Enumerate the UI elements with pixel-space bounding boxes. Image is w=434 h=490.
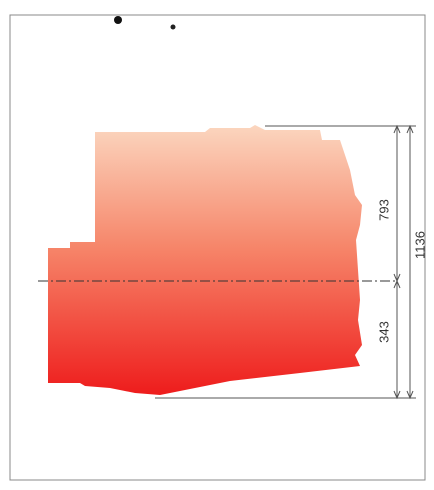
speck [170, 24, 176, 30]
dimension-label: 343 [376, 321, 391, 343]
dimension-label: 793 [376, 199, 391, 221]
dimension-label: 1136 [412, 231, 427, 259]
arrowheads [393, 124, 414, 400]
speck [114, 16, 122, 24]
heat-shape [48, 125, 362, 395]
